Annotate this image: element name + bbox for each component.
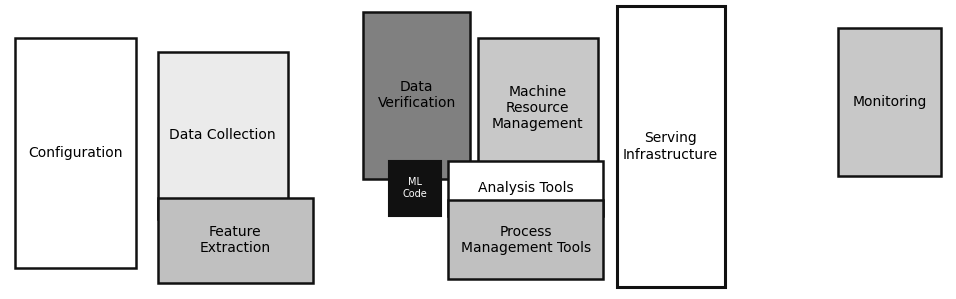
- Text: Data Collection: Data Collection: [169, 129, 276, 142]
- Text: Analysis Tools: Analysis Tools: [478, 181, 574, 195]
- FancyBboxPatch shape: [448, 161, 603, 216]
- FancyBboxPatch shape: [158, 198, 313, 283]
- FancyBboxPatch shape: [478, 38, 598, 178]
- Text: Monitoring: Monitoring: [853, 95, 926, 109]
- Text: Data
Verification: Data Verification: [378, 80, 456, 111]
- Text: ML
Code: ML Code: [402, 177, 427, 199]
- FancyBboxPatch shape: [389, 161, 441, 216]
- FancyBboxPatch shape: [363, 12, 470, 179]
- FancyBboxPatch shape: [617, 6, 725, 287]
- FancyBboxPatch shape: [158, 52, 288, 219]
- Text: Process
Management Tools: Process Management Tools: [461, 225, 591, 255]
- Text: Configuration: Configuration: [29, 146, 122, 160]
- Text: Machine
Resource
Management: Machine Resource Management: [492, 85, 583, 131]
- Text: Feature
Extraction: Feature Extraction: [200, 225, 271, 256]
- FancyBboxPatch shape: [838, 28, 941, 176]
- Text: Serving
Infrastructure: Serving Infrastructure: [623, 131, 718, 162]
- FancyBboxPatch shape: [15, 38, 136, 268]
- FancyBboxPatch shape: [448, 200, 603, 279]
